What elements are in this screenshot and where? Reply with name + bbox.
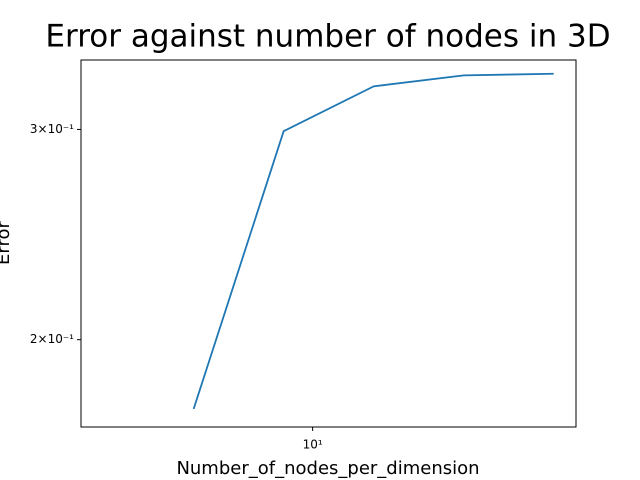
y-tick-label: 2×10⁻¹ xyxy=(30,332,74,346)
data-line xyxy=(192,72,554,410)
plot-frame xyxy=(80,59,577,428)
x-tick-label: 10¹ xyxy=(303,438,323,452)
y-axis-label: Error xyxy=(0,220,14,264)
y-tick-label: 3×10⁻¹ xyxy=(30,122,74,136)
chart-title: Error against number of nodes in 3D xyxy=(45,19,610,55)
x-axis-label: Number_of_nodes_per_dimension xyxy=(176,458,479,479)
